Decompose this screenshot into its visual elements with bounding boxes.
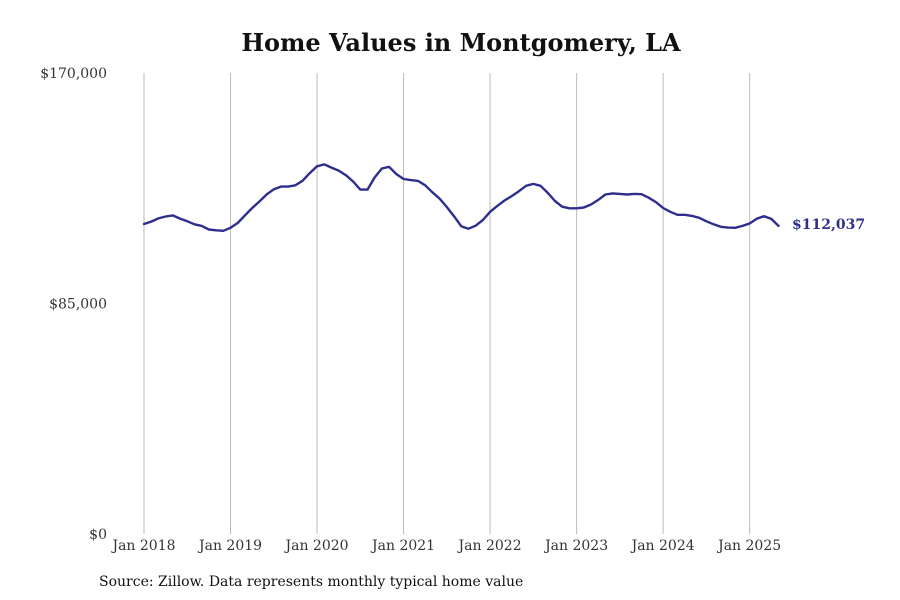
y-tick-label: $0 <box>89 527 107 543</box>
source-note: Source: Zillow. Data represents monthly … <box>99 574 524 590</box>
x-tick-label: Jan 2018 <box>110 538 175 554</box>
x-tick-label: Jan 2025 <box>716 538 781 554</box>
y-tick-label: $85,000 <box>49 297 107 313</box>
series-line <box>142 163 780 232</box>
chart-title: Home Values in Montgomery, LA <box>241 28 681 57</box>
x-tick-label: Jan 2020 <box>284 538 349 554</box>
end-value-label: $112,037 <box>792 217 865 233</box>
x-tick-label: Jan 2022 <box>457 538 522 554</box>
x-tick-label: Jan 2024 <box>630 538 695 554</box>
x-tick-label: Jan 2019 <box>197 538 262 554</box>
y-tick-label: $170,000 <box>40 66 107 82</box>
x-tick-label: Jan 2023 <box>543 538 608 554</box>
x-tick-label: Jan 2021 <box>370 538 435 554</box>
